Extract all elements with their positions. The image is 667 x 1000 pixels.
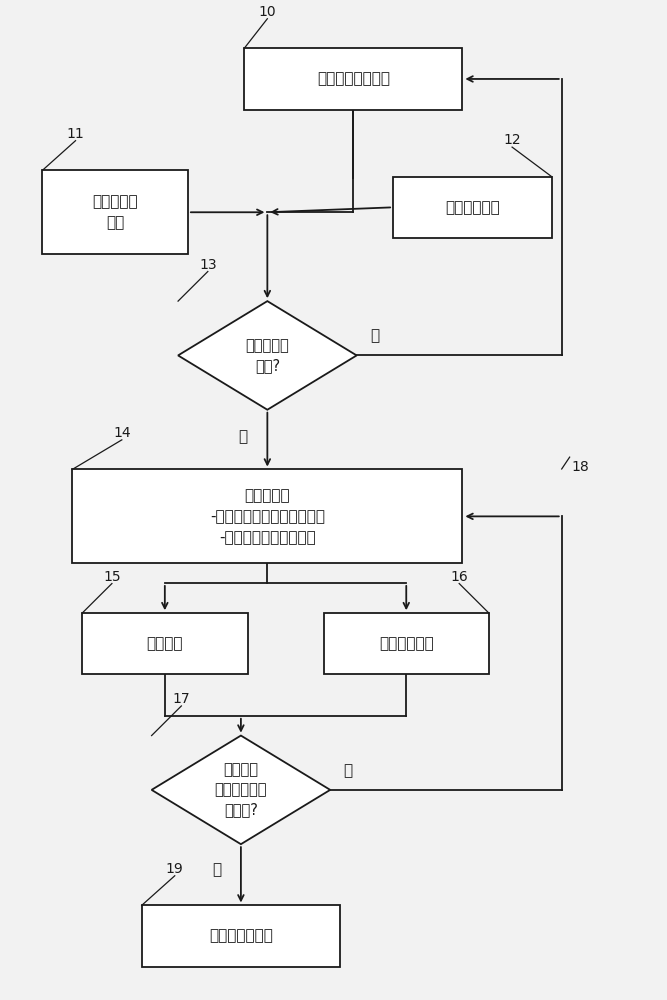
Polygon shape (151, 736, 330, 844)
Text: 是: 是 (344, 763, 353, 778)
FancyBboxPatch shape (82, 613, 247, 674)
Text: 引入气体: 引入气体 (147, 636, 183, 651)
Text: 19: 19 (166, 862, 183, 876)
Text: 否: 否 (370, 329, 379, 344)
Text: 仍然满足
针对过渡模式
的条件?: 仍然满足 针对过渡模式 的条件? (215, 763, 267, 817)
Text: 在气体模式下操作: 在气体模式下操作 (317, 71, 390, 86)
Text: 由操作人员
观察: 由操作人员 观察 (93, 194, 138, 230)
Text: 改变为气体模式: 改变为气体模式 (209, 929, 273, 944)
Polygon shape (178, 301, 357, 410)
Text: 17: 17 (173, 692, 190, 706)
FancyBboxPatch shape (244, 48, 462, 110)
Text: 13: 13 (199, 258, 217, 272)
Text: 18: 18 (572, 460, 590, 474)
Text: 10: 10 (259, 5, 276, 19)
FancyBboxPatch shape (43, 170, 188, 254)
Text: 引入液体燃料: 引入液体燃料 (379, 636, 434, 651)
Text: 控制设备：
-确定针对气体量的上限阈值
-确定液体燃料的附加量: 控制设备： -确定针对气体量的上限阈值 -确定液体燃料的附加量 (210, 488, 325, 545)
Text: 14: 14 (113, 426, 131, 440)
FancyBboxPatch shape (323, 613, 489, 674)
Text: 15: 15 (103, 570, 121, 584)
Text: 16: 16 (450, 570, 468, 584)
Text: 否: 否 (212, 862, 221, 877)
FancyBboxPatch shape (393, 177, 552, 238)
Text: 确定操作参数: 确定操作参数 (445, 200, 500, 215)
Text: 是: 是 (238, 429, 247, 444)
Text: 12: 12 (504, 133, 521, 147)
Text: 改变为过渡
模式?: 改变为过渡 模式? (245, 338, 289, 373)
Text: 11: 11 (67, 127, 85, 141)
FancyBboxPatch shape (141, 905, 340, 967)
FancyBboxPatch shape (72, 469, 462, 563)
